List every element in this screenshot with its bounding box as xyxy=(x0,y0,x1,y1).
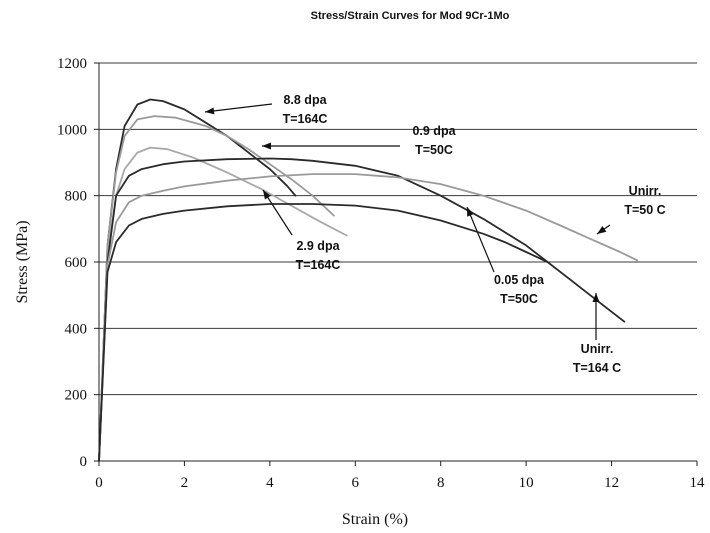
x-tick-label: 12 xyxy=(604,475,619,491)
annotations: 8.8 dpa T=164C 0.9 dpa T=50C Unirr. T=50 C 2.9… xyxy=(283,93,666,375)
x-ticks: 0 2 4 6 8 10 12 14 xyxy=(95,461,705,491)
y-tick-label: 400 xyxy=(65,321,88,337)
series-line-5 xyxy=(98,203,549,462)
annotation-arrows xyxy=(204,103,611,340)
arrow-head xyxy=(467,207,474,217)
y-tick-label: 0 xyxy=(80,454,88,470)
x-tick-label: 14 xyxy=(690,475,706,491)
annotation-label-0: 8.8 dpa xyxy=(283,93,327,107)
y-tick-label: 800 xyxy=(65,189,88,205)
arrow-head xyxy=(262,142,271,150)
y-tick-label: 600 xyxy=(65,255,88,271)
y-tick-label: 1000 xyxy=(57,122,87,138)
chart-title: Stress/Strain Curves for Mod 9Cr-1Mo xyxy=(311,10,510,22)
annotation-label-4: 0.05 dpa xyxy=(494,273,545,287)
annotation-label-0: T=164C xyxy=(283,112,328,126)
series-line-0 xyxy=(98,98,297,462)
annotation-label-1: T=50C xyxy=(415,143,453,157)
grid xyxy=(99,62,697,396)
y-tick-label: 1200 xyxy=(57,56,87,72)
x-tick-label: 4 xyxy=(266,475,274,491)
annotation-label-5: Unirr. xyxy=(581,342,614,356)
arrow-head xyxy=(263,190,271,200)
annotation-label-3: T=164C xyxy=(296,258,341,272)
series-group xyxy=(98,98,639,462)
annotation-label-1: 0.9 dpa xyxy=(412,124,456,138)
y-tick-label: 200 xyxy=(65,388,88,404)
x-tick-label: 10 xyxy=(519,475,534,491)
annotation-label-2: T=50 C xyxy=(624,203,665,217)
arrow-head xyxy=(205,107,215,115)
arrow-head xyxy=(597,226,607,234)
arrow-head xyxy=(592,293,600,302)
series-line-4 xyxy=(98,173,639,462)
annotation-label-5: T=164 C xyxy=(573,361,621,375)
series-line-2 xyxy=(98,146,348,462)
annotation-arrow xyxy=(466,206,495,273)
y-axis-label: Stress (MPa) xyxy=(14,220,31,303)
annotation-label-2: Unirr. xyxy=(629,184,662,198)
annotation-label-4: T=50C xyxy=(500,292,538,306)
x-tick-label: 8 xyxy=(437,475,445,491)
x-tick-label: 0 xyxy=(95,475,103,491)
annotation-label-3: 2.9 dpa xyxy=(296,239,340,253)
annotation-arrow xyxy=(204,103,273,113)
series-line-1 xyxy=(98,115,335,462)
series-line-3 xyxy=(98,157,626,462)
x-tick-label: 6 xyxy=(352,475,360,491)
x-axis-label: Strain (%) xyxy=(342,511,408,528)
x-tick-label: 2 xyxy=(181,475,189,491)
y-ticks: 0 200 400 600 800 1000 1200 xyxy=(57,56,99,470)
